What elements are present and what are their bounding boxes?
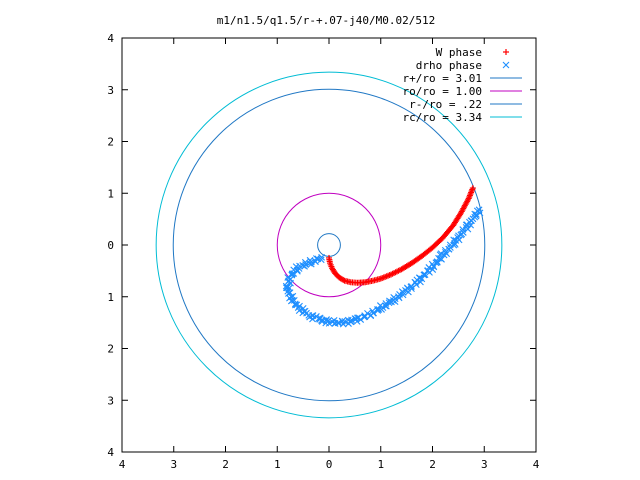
legend-label: ro/ro = 1.00 (403, 85, 482, 98)
y-tick-label: 3 (107, 84, 114, 97)
circle-rc-ro-3-34 (155, 71, 503, 419)
y-tick-label: 2 (107, 343, 114, 356)
y-tick-label: 1 (107, 187, 114, 200)
x-tick-label: 3 (481, 458, 488, 471)
y-tick-label: 0 (107, 239, 114, 252)
x-tick-label: 2 (222, 458, 229, 471)
reference-circles (155, 71, 503, 419)
circle-r-ro-22 (317, 233, 341, 257)
y-tick-label: 2 (107, 136, 114, 149)
legend-label: rc/ro = 3.34 (403, 111, 483, 124)
legend-marker (502, 61, 510, 69)
legend-marker (503, 49, 509, 55)
legend-label: r-/ro = .22 (409, 98, 482, 111)
data-points (282, 185, 484, 328)
legend-label: drho phase (416, 59, 482, 72)
legend-label: r+/ro = 3.01 (403, 72, 482, 85)
y-tick-label: 1 (107, 291, 114, 304)
y-tick-label: 4 (107, 32, 114, 45)
circle-r-ro-3-01 (172, 88, 486, 402)
x-tick-label: 1 (377, 458, 384, 471)
x-tick-label: 3 (170, 458, 177, 471)
x-tick-label: 4 (533, 458, 540, 471)
x-tick-label: 1 (274, 458, 281, 471)
x-tick-label: 0 (326, 458, 333, 471)
y-tick-label: 3 (107, 394, 114, 407)
circle-ro-ro-1-00 (276, 192, 382, 298)
y-tick-label: 4 (107, 446, 114, 459)
series-w-phase (326, 185, 476, 286)
series-drho-phase (282, 206, 484, 328)
x-tick-label: 2 (429, 458, 436, 471)
chart-title: m1/n1.5/q1.5/r-+.07-j40/M0.02/512 (217, 14, 436, 27)
legend-label: W phase (436, 46, 482, 59)
x-tick-label: 4 (119, 458, 126, 471)
